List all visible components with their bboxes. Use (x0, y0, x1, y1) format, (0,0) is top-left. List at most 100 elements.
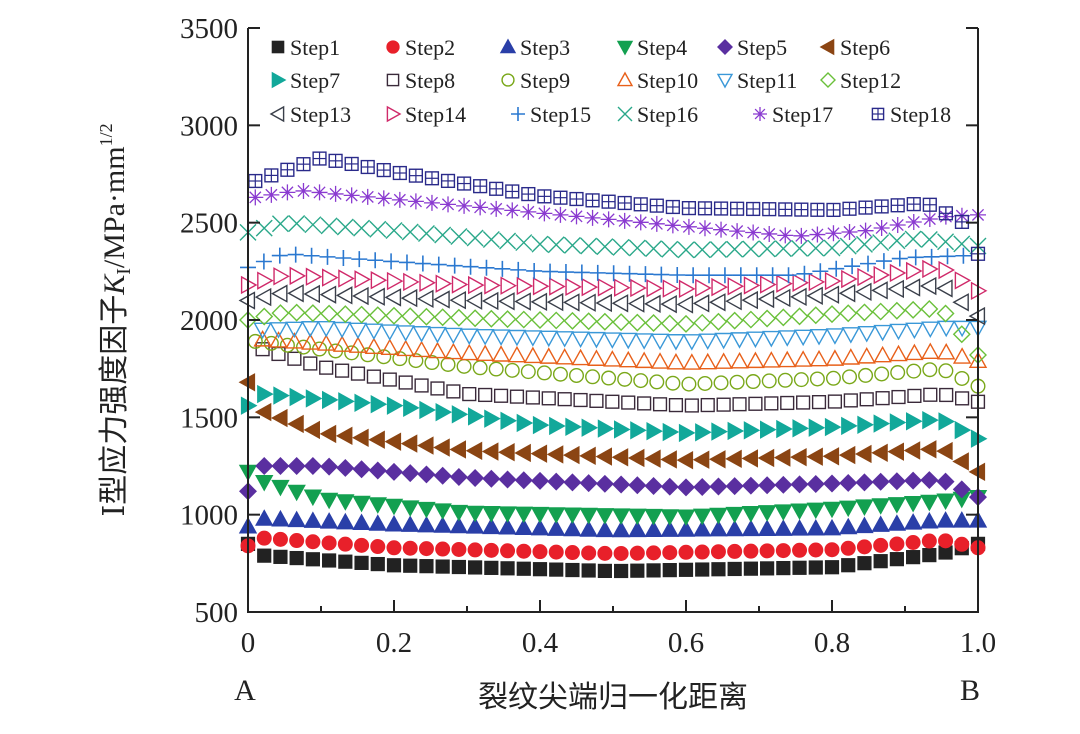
data-point (597, 563, 612, 579)
data-point (796, 265, 813, 282)
x-axis-label: 裂纹尖端归一化距离 (478, 681, 748, 714)
data-point (727, 277, 745, 296)
data-point (761, 225, 778, 242)
data-point (871, 515, 890, 532)
data-point (806, 518, 825, 536)
legend-item-step15: Step15 (511, 102, 591, 127)
data-point (412, 340, 431, 358)
legend-marker-icon (386, 105, 402, 123)
data-point (475, 328, 495, 346)
data-point (678, 279, 696, 299)
data-point (841, 327, 861, 344)
data-point (500, 411, 517, 430)
data-point (741, 449, 758, 468)
data-point (653, 266, 670, 283)
data-point (555, 331, 574, 348)
data-point (665, 199, 680, 215)
data-point (287, 457, 306, 475)
data-point (790, 475, 809, 494)
data-point (806, 502, 825, 520)
data-point (385, 306, 403, 325)
data-point (418, 541, 434, 557)
data-point (530, 444, 548, 463)
data-point (319, 360, 334, 375)
axes: 500 1000 1500 2000 2500 3000 3500 0 0.2 0.4 0.6 0.8… (180, 13, 996, 659)
data-point (660, 520, 679, 537)
data-point (456, 358, 472, 374)
data-point (790, 447, 807, 467)
data-point (695, 562, 710, 577)
data-point (761, 373, 777, 389)
legend-marker-icon (386, 73, 400, 87)
data-point (871, 281, 888, 300)
data-point (498, 310, 517, 329)
data-point (336, 512, 355, 530)
legend-label: Step17 (772, 102, 833, 127)
data-point (303, 511, 323, 528)
data-point (792, 560, 807, 575)
data-point (417, 307, 436, 326)
data-point (489, 181, 504, 196)
data-point (873, 345, 892, 363)
data-point (327, 185, 344, 202)
data-point (698, 352, 717, 370)
data-point (449, 516, 469, 534)
data-point (730, 332, 749, 349)
data-point (257, 548, 272, 563)
data-point (637, 396, 652, 411)
data-point (424, 171, 440, 186)
data-point (873, 265, 891, 285)
series-step15 (240, 246, 972, 284)
data-point (680, 218, 697, 235)
data-point (467, 542, 483, 558)
data-point (465, 505, 485, 523)
data-point (433, 503, 452, 520)
data-point (938, 260, 955, 280)
data-point (491, 329, 511, 346)
data-point (839, 473, 858, 492)
data-point (335, 426, 353, 446)
data-point (352, 305, 371, 324)
data-point (482, 469, 501, 488)
data-point (760, 420, 777, 439)
data-point (791, 239, 809, 257)
data-point (646, 279, 663, 298)
data-point (938, 412, 955, 431)
data-point (507, 345, 527, 363)
data-point (433, 308, 452, 327)
data-point (255, 474, 274, 492)
data-point (353, 219, 371, 237)
data-point (386, 558, 402, 573)
data-point (794, 202, 809, 217)
data-point (478, 387, 493, 403)
data-point (809, 328, 829, 346)
data-point (400, 288, 418, 308)
data-point (444, 327, 463, 345)
data-point (693, 477, 712, 496)
data-point (509, 389, 525, 404)
data-point (666, 352, 686, 370)
data-point (952, 480, 971, 499)
data-point (493, 388, 509, 403)
data-point (806, 474, 825, 493)
data-point (839, 304, 858, 323)
data-point (317, 334, 336, 351)
data-point (919, 276, 937, 296)
data-point (385, 221, 403, 239)
data-point (922, 362, 938, 378)
data-point (382, 372, 397, 387)
legend-label: Step2 (405, 35, 455, 60)
data-point (255, 509, 274, 526)
data-point (725, 519, 744, 537)
data-point (693, 508, 712, 526)
data-point (662, 422, 680, 442)
data-point (597, 419, 615, 438)
data-point (646, 545, 662, 561)
data-point (563, 519, 582, 537)
data-point (319, 424, 337, 444)
legend-marker-icon (820, 72, 836, 88)
data-point (905, 214, 922, 231)
data-point (709, 450, 726, 469)
data-point (774, 308, 793, 327)
data-point (359, 188, 376, 205)
